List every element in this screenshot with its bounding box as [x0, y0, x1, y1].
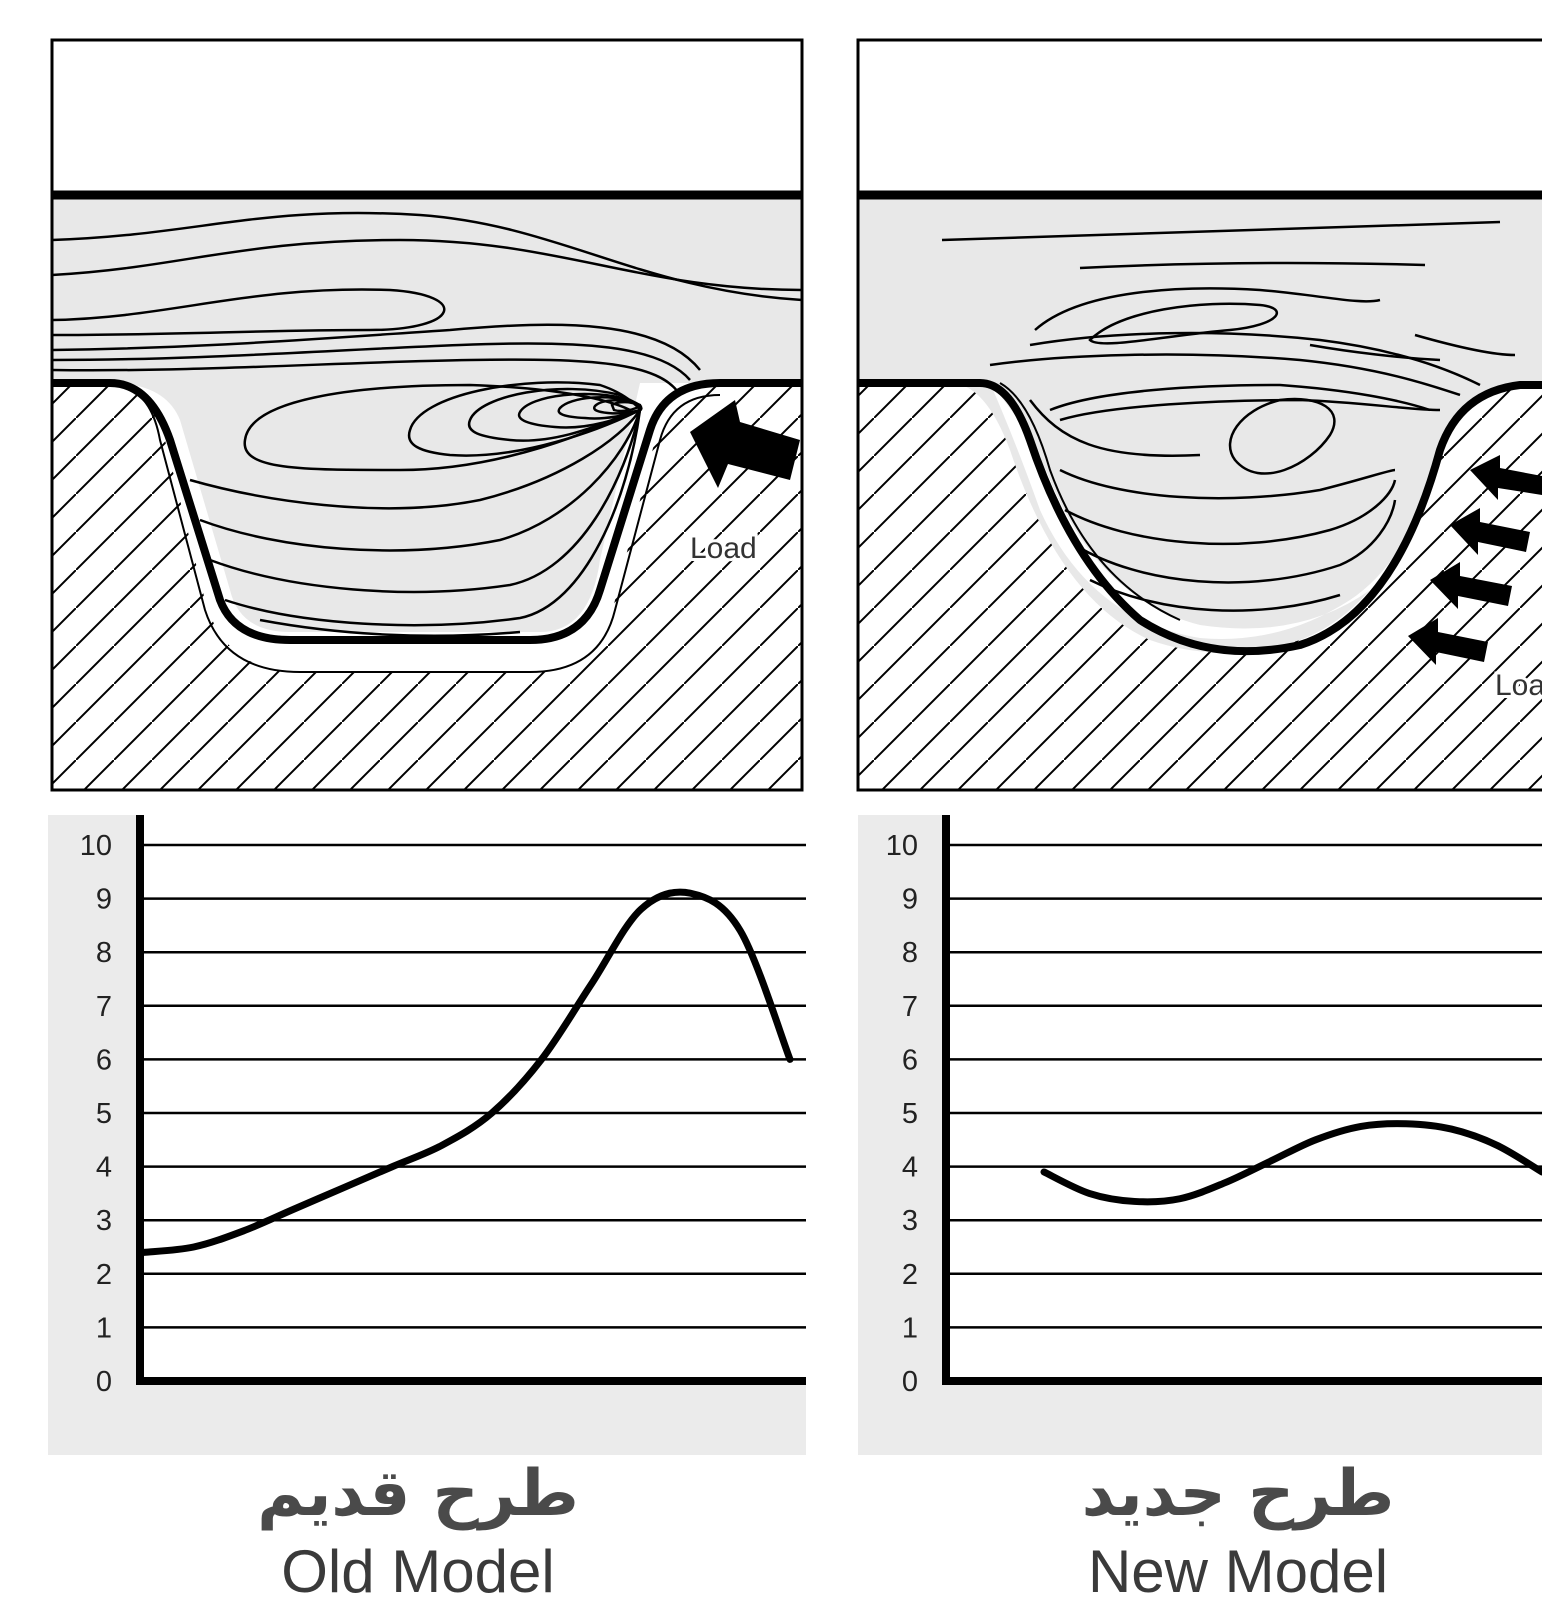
- old-chart-y-tick-label: 8: [96, 937, 112, 969]
- new-model-caption-english: New Model: [1088, 1538, 1388, 1602]
- new-chart-y-ticks: 0 1 2 3 4 5 6 7 8 9 10: [886, 830, 918, 1398]
- new-load-arrows: [1408, 455, 1542, 665]
- old-chart-series-line: [140, 888, 794, 1256]
- old-chart-y-tick-label: 1: [96, 1312, 112, 1344]
- old-chart-y-tick-label: 0: [96, 1366, 112, 1398]
- new-chart-y-tick-label: 7: [902, 991, 918, 1023]
- old-chart-y-tick-label: 3: [96, 1205, 112, 1237]
- new-model-diagram: Load: [856, 38, 1542, 792]
- new-chart-y-tick-label: 0: [902, 1366, 918, 1398]
- new-chart-y-tick-label: 3: [902, 1205, 918, 1237]
- old-chart-gridlines: [140, 843, 806, 1329]
- old-load-arrow: [690, 400, 800, 488]
- new-model-caption-persian: طرح جدید: [1082, 1457, 1395, 1531]
- old-chart-y-tick-label: 6: [96, 1044, 112, 1076]
- new-model-chart: 0 1 2 3 4 5 6 7 8 9 10: [858, 815, 1542, 1455]
- new-chart-y-tick-label: 9: [902, 884, 918, 916]
- new-chart-y-tick-label: 2: [902, 1259, 918, 1291]
- old-groove-surface: [52, 379, 802, 644]
- old-streamlines: [52, 211, 802, 638]
- old-load-label: Load: [690, 532, 757, 565]
- new-groove-surface: [858, 379, 1542, 656]
- old-chart-y-tick-label: 4: [96, 1152, 112, 1184]
- new-load-label: Load: [1495, 669, 1542, 702]
- old-model-diagram: Load: [50, 38, 804, 792]
- new-chart-y-tick-label: 6: [902, 1044, 918, 1076]
- old-model-caption-persian: طرح قدیم: [257, 1457, 579, 1531]
- new-chart-y-tick-label: 8: [902, 937, 918, 969]
- old-chart-y-tick-label: 9: [96, 884, 112, 916]
- old-chart-y-tick-label: 2: [96, 1259, 112, 1291]
- new-chart-y-tick-label: 1: [902, 1312, 918, 1344]
- old-chart-y-ticks: 0 1 2 3 4 5 6 7 8 9 10: [80, 830, 112, 1398]
- old-chart-y-tick-label: 7: [96, 991, 112, 1023]
- new-chart-y-tick-label: 10: [886, 830, 918, 862]
- new-chart-y-tick-label: 4: [902, 1152, 918, 1184]
- old-model-caption-english: Old Model: [281, 1538, 554, 1602]
- old-chart-y-tick-label: 10: [80, 830, 112, 862]
- new-streamlines: [941, 220, 1516, 612]
- new-chart-series-line: [1040, 1120, 1542, 1206]
- old-chart-y-tick-label: 5: [96, 1098, 112, 1130]
- new-chart-y-tick-label: 5: [902, 1098, 918, 1130]
- new-chart-gridlines: [946, 843, 1542, 1329]
- old-model-chart: 0 1 2 3 4 5 6 7 8 9 10: [48, 815, 806, 1455]
